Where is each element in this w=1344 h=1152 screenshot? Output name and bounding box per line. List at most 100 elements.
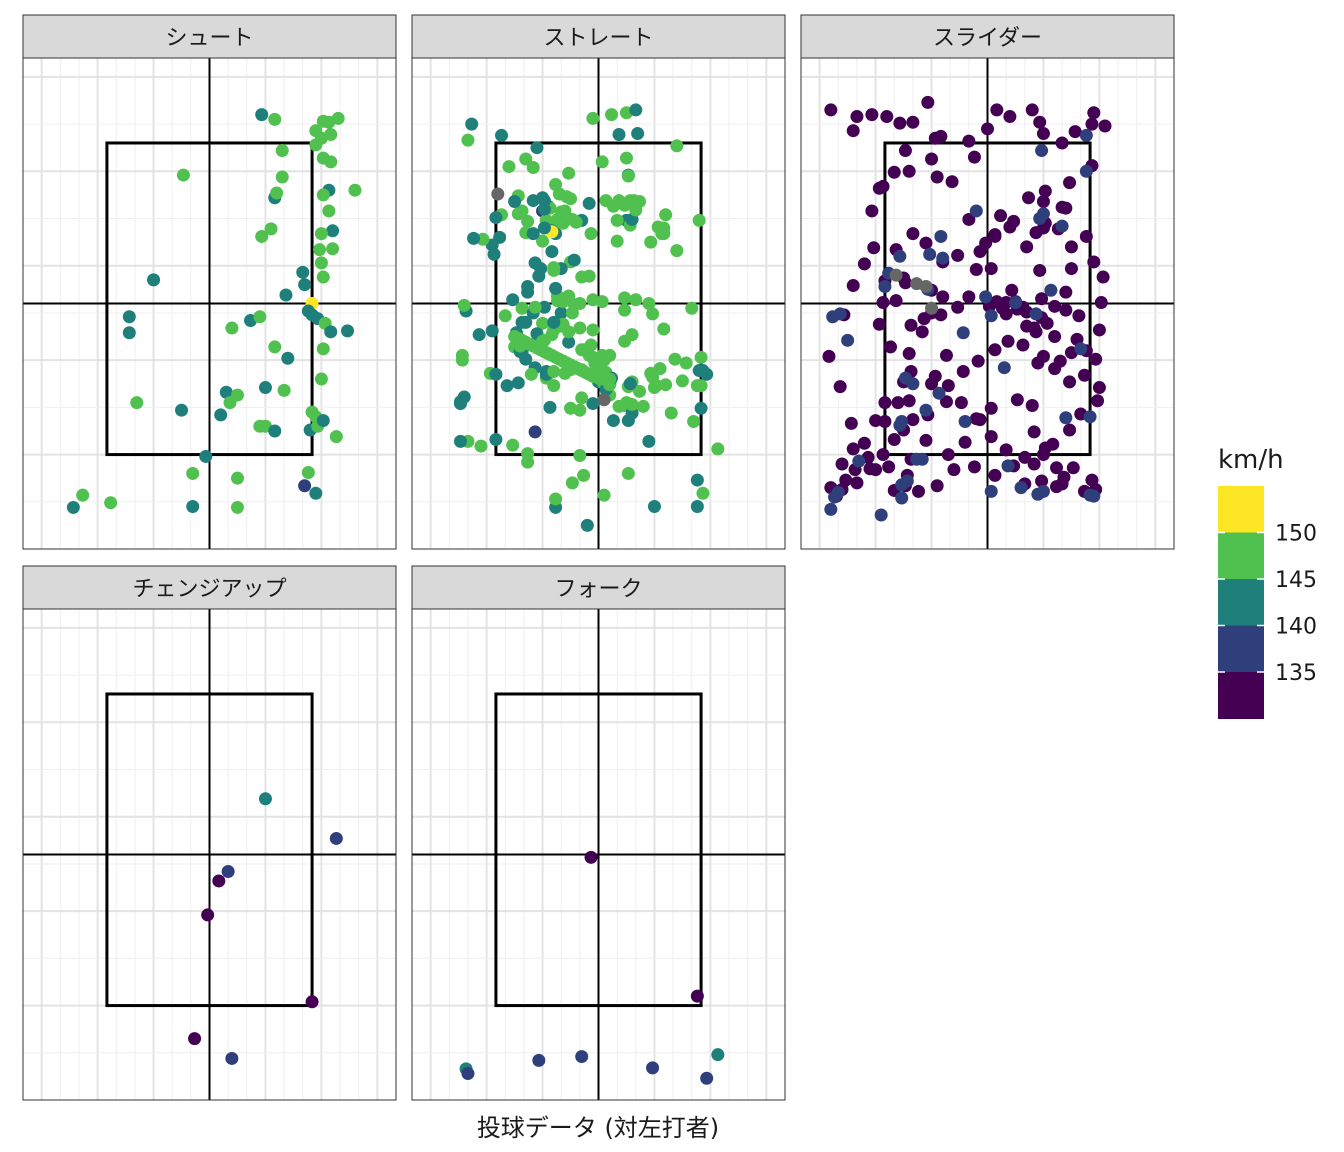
data-points <box>453 103 725 532</box>
pitch-point <box>219 385 233 399</box>
pitch-point <box>1033 115 1047 129</box>
pitch-point <box>255 229 269 243</box>
pitch-point <box>945 175 959 189</box>
pitch-point <box>915 452 929 466</box>
pitch-point <box>1036 448 1050 462</box>
pitch-point <box>850 476 864 490</box>
legend-title: km/h <box>1218 445 1284 475</box>
facet-strip <box>22 14 397 59</box>
pitch-point <box>841 333 855 347</box>
pitch-point <box>923 247 937 261</box>
pitch-point <box>988 343 1002 357</box>
pitch-point <box>1033 212 1047 226</box>
facet-panel: チェンジアップ <box>22 565 397 1101</box>
pitch-point <box>878 396 892 410</box>
pitch-point <box>906 115 920 129</box>
pitch-point <box>549 492 563 506</box>
pitch-point <box>882 460 896 474</box>
facet-strip-label: ストレート <box>543 26 653 51</box>
pitch-point <box>889 268 903 282</box>
pitch-point <box>575 343 589 357</box>
pitch-point <box>1085 117 1099 131</box>
pitch-point <box>536 234 550 248</box>
pitch-point <box>934 308 948 322</box>
pitch-point <box>973 245 987 259</box>
pitch-point <box>629 103 643 117</box>
pitch-point <box>498 309 512 323</box>
pitch-point <box>277 383 291 397</box>
pitch-point <box>326 224 340 238</box>
pitch-point <box>1079 229 1093 243</box>
data-points <box>822 95 1112 522</box>
pitch-point <box>969 204 983 218</box>
pitch-point <box>1063 176 1077 190</box>
pitch-point <box>925 301 939 315</box>
pitch-point <box>906 227 920 241</box>
pitch-point <box>147 273 161 287</box>
pitch-point <box>104 496 118 510</box>
pitch-point <box>528 425 542 439</box>
pitch-point <box>258 792 272 806</box>
facet-strip <box>411 14 786 59</box>
pitch-point <box>618 291 632 305</box>
pitch-point <box>1029 226 1043 240</box>
pitch-point <box>586 397 600 411</box>
pitch-point <box>1008 296 1022 310</box>
pitch-point <box>1046 437 1060 451</box>
pitch-point <box>994 209 1008 223</box>
pitch-point <box>545 328 559 342</box>
pitch-point <box>906 413 920 427</box>
pitch-point <box>692 364 706 378</box>
pitch-point <box>1027 457 1041 471</box>
pitch-point <box>1001 459 1015 473</box>
pitch-point <box>921 95 935 109</box>
pitch-point <box>597 488 611 502</box>
pitch-point <box>612 399 626 413</box>
pitch-point <box>324 325 338 339</box>
pitch-point <box>670 139 684 153</box>
pitch-point <box>621 466 635 480</box>
pitch-point <box>597 393 611 407</box>
pitch-point <box>508 195 522 209</box>
pitch-point <box>1055 219 1069 233</box>
pitch-point <box>528 256 542 270</box>
pitch-point <box>580 518 594 532</box>
pitch-point <box>528 300 542 314</box>
pitch-point <box>201 908 215 922</box>
pitch-point <box>915 325 929 339</box>
pitch-point <box>997 361 1011 375</box>
pitch-point <box>984 430 998 444</box>
pitch-point <box>314 227 328 241</box>
pitch-point <box>1003 110 1017 124</box>
panel-border <box>411 608 786 1101</box>
pitch-point <box>887 432 901 446</box>
pitch-point <box>549 281 563 295</box>
pitch-point <box>521 285 535 299</box>
pitch-point <box>199 449 213 463</box>
pitch-point <box>595 155 609 169</box>
pitch-point <box>467 231 481 245</box>
pitch-point <box>857 257 871 271</box>
legend-label: 140 <box>1275 615 1317 640</box>
legend-label: 150 <box>1275 522 1317 547</box>
pitch-point <box>679 356 693 370</box>
facet-strip-label: スライダー <box>933 26 1042 51</box>
pitch-point <box>188 1032 202 1046</box>
pitch-point <box>893 249 907 263</box>
pitch-point <box>1063 375 1077 389</box>
pitch-point <box>453 434 467 448</box>
pitch-point <box>1059 303 1073 317</box>
pitch-point <box>911 484 925 498</box>
pitch-point <box>322 204 336 218</box>
pitch-point <box>130 396 144 410</box>
pitch-point <box>936 251 950 265</box>
pitch-point <box>657 322 671 336</box>
pitch-point <box>659 208 673 222</box>
pitch-point <box>547 364 561 378</box>
pitch-point <box>675 374 689 388</box>
pitch-point <box>956 364 970 378</box>
pitch-point <box>537 221 551 235</box>
pitch-point <box>554 306 568 320</box>
pitch-point <box>904 318 918 332</box>
pitch-point <box>971 354 985 368</box>
